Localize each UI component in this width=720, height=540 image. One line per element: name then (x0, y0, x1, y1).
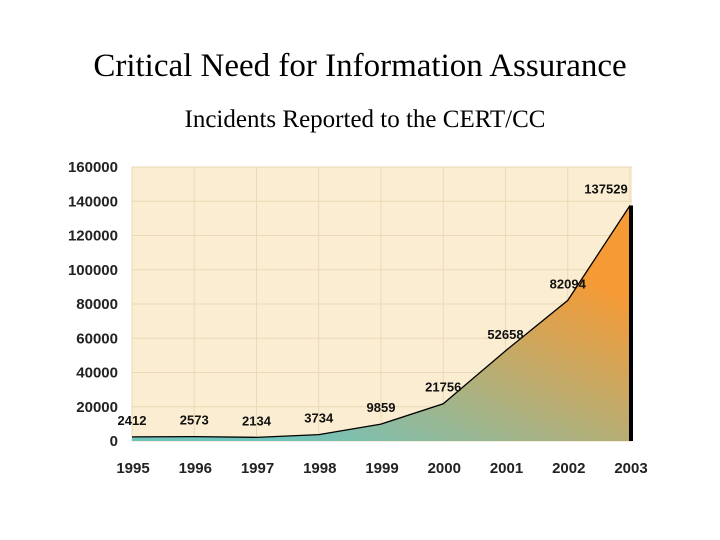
y-tick-label: 20000 (76, 399, 118, 416)
x-tick-label: 1999 (365, 460, 398, 477)
y-tick-label: 60000 (76, 330, 118, 347)
page-subtitle: Incidents Reported to the CERT/CC (184, 106, 546, 133)
x-axis-ticks: 1995 1996 1997 1998 1999 2000 2001 2002 2003 (116, 460, 647, 477)
y-tick-label: 120000 (68, 228, 118, 245)
y-axis-ticks: 0 20000 40000 60000 80000 100000 120000 140000 1… (68, 159, 118, 450)
gridlines (131, 166, 632, 442)
x-tick-label: 2002 (552, 460, 585, 477)
x-tick-label: 1998 (303, 460, 336, 477)
data-label: 2134 (242, 413, 272, 428)
data-label: 52658 (487, 327, 523, 342)
x-tick-label: 1996 (179, 460, 212, 477)
data-label: 2412 (118, 413, 147, 428)
y-tick-label: 100000 (68, 262, 118, 279)
x-tick-label: 1997 (241, 460, 274, 477)
x-tick-label: 1995 (116, 460, 149, 477)
y-tick-label: 160000 (68, 159, 118, 176)
incidents-area (132, 205, 630, 441)
x-tick-label: 2000 (428, 460, 461, 477)
y-tick-label: 140000 (68, 193, 118, 210)
x-tick-label: 2003 (614, 460, 647, 477)
y-tick-label: 80000 (76, 296, 118, 313)
data-label: 82094 (550, 276, 587, 291)
incidents-line (131, 205, 631, 438)
data-label: 137529 (584, 181, 627, 196)
page-title: Critical Need for Information Assurance (93, 48, 627, 84)
data-label: 3734 (304, 411, 334, 426)
end-bar-2003 (629, 205, 633, 441)
data-labels: 2412 2573 2134 3734 9859 21756 52658 82094 13752… (118, 181, 628, 428)
data-label: 21756 (425, 380, 461, 395)
data-label: 2573 (180, 413, 209, 428)
x-tick-label: 2001 (490, 460, 523, 477)
y-tick-label: 40000 (76, 365, 118, 382)
data-label: 9859 (367, 400, 396, 415)
y-tick-label: 0 (110, 433, 118, 450)
